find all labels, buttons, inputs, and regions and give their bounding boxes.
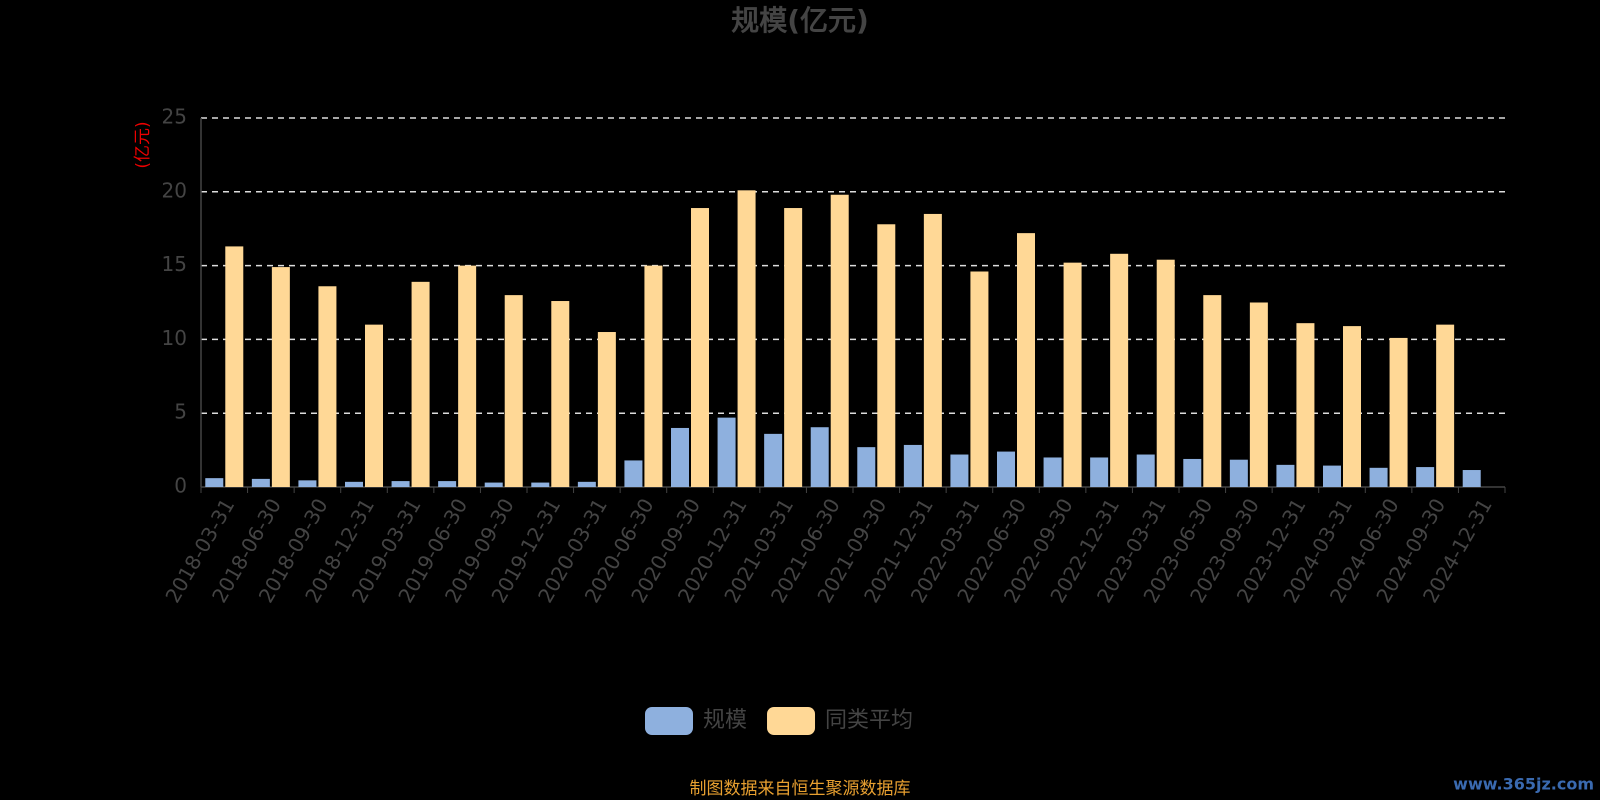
bar bbox=[624, 460, 643, 487]
bar bbox=[1249, 302, 1268, 487]
bar bbox=[597, 332, 616, 487]
bar bbox=[717, 417, 736, 487]
bar bbox=[1156, 259, 1175, 487]
bar bbox=[458, 265, 477, 487]
bar bbox=[1203, 295, 1222, 487]
legend-swatch bbox=[645, 707, 693, 735]
bar bbox=[438, 481, 457, 487]
bar bbox=[531, 482, 550, 487]
bar bbox=[1369, 467, 1388, 487]
bar bbox=[923, 213, 942, 487]
bar bbox=[810, 427, 829, 487]
bar bbox=[1343, 326, 1361, 487]
bar bbox=[671, 427, 689, 487]
y-tick-label: 25 bbox=[162, 105, 187, 129]
bar bbox=[298, 480, 317, 487]
bar bbox=[1416, 467, 1435, 487]
bar bbox=[877, 224, 896, 487]
bar bbox=[644, 265, 663, 487]
bar bbox=[251, 478, 270, 487]
y-tick-label: 10 bbox=[162, 326, 187, 350]
bar bbox=[484, 482, 503, 487]
bar bbox=[970, 271, 989, 487]
bar bbox=[857, 447, 876, 487]
bar bbox=[1389, 337, 1408, 487]
bar bbox=[1110, 253, 1129, 487]
bar bbox=[577, 481, 596, 487]
bar bbox=[1136, 454, 1155, 487]
bar bbox=[365, 324, 383, 487]
y-tick-label: 0 bbox=[174, 474, 187, 498]
bar bbox=[1323, 465, 1341, 487]
bar bbox=[504, 295, 523, 487]
bar bbox=[1017, 233, 1035, 487]
bar bbox=[950, 454, 969, 487]
y-axis-label: (亿元) bbox=[133, 121, 153, 168]
bar bbox=[1229, 459, 1248, 487]
bar bbox=[271, 267, 290, 487]
legend-label: 同类平均 bbox=[825, 708, 913, 733]
y-tick-label: 20 bbox=[162, 178, 187, 202]
source-note: 制图数据来自恒生聚源数据库 bbox=[690, 779, 911, 799]
bar bbox=[225, 246, 244, 487]
bar bbox=[391, 481, 410, 487]
bar bbox=[691, 208, 709, 487]
bar bbox=[318, 286, 337, 487]
chart-title: 规模(亿元) bbox=[731, 4, 869, 37]
bar bbox=[411, 281, 430, 487]
watermark: www.365jz.com bbox=[1453, 775, 1594, 794]
bar bbox=[1296, 323, 1315, 487]
bar bbox=[1183, 458, 1202, 487]
bar bbox=[345, 481, 363, 487]
legend-label: 规模 bbox=[703, 708, 747, 733]
bar bbox=[551, 301, 570, 487]
legend-swatch bbox=[767, 707, 816, 735]
bar bbox=[1462, 470, 1481, 487]
bar bbox=[737, 190, 756, 487]
bar bbox=[1436, 324, 1455, 487]
bar bbox=[903, 444, 922, 487]
bar bbox=[1063, 262, 1082, 487]
bar bbox=[1043, 457, 1062, 487]
bar bbox=[764, 433, 783, 487]
bar bbox=[1276, 464, 1295, 487]
bar bbox=[205, 478, 224, 487]
bar bbox=[1090, 457, 1109, 487]
y-tick-label: 5 bbox=[174, 400, 187, 424]
bar bbox=[997, 451, 1015, 487]
y-tick-label: 15 bbox=[162, 252, 187, 276]
bar bbox=[830, 194, 849, 487]
bar bbox=[784, 208, 803, 487]
